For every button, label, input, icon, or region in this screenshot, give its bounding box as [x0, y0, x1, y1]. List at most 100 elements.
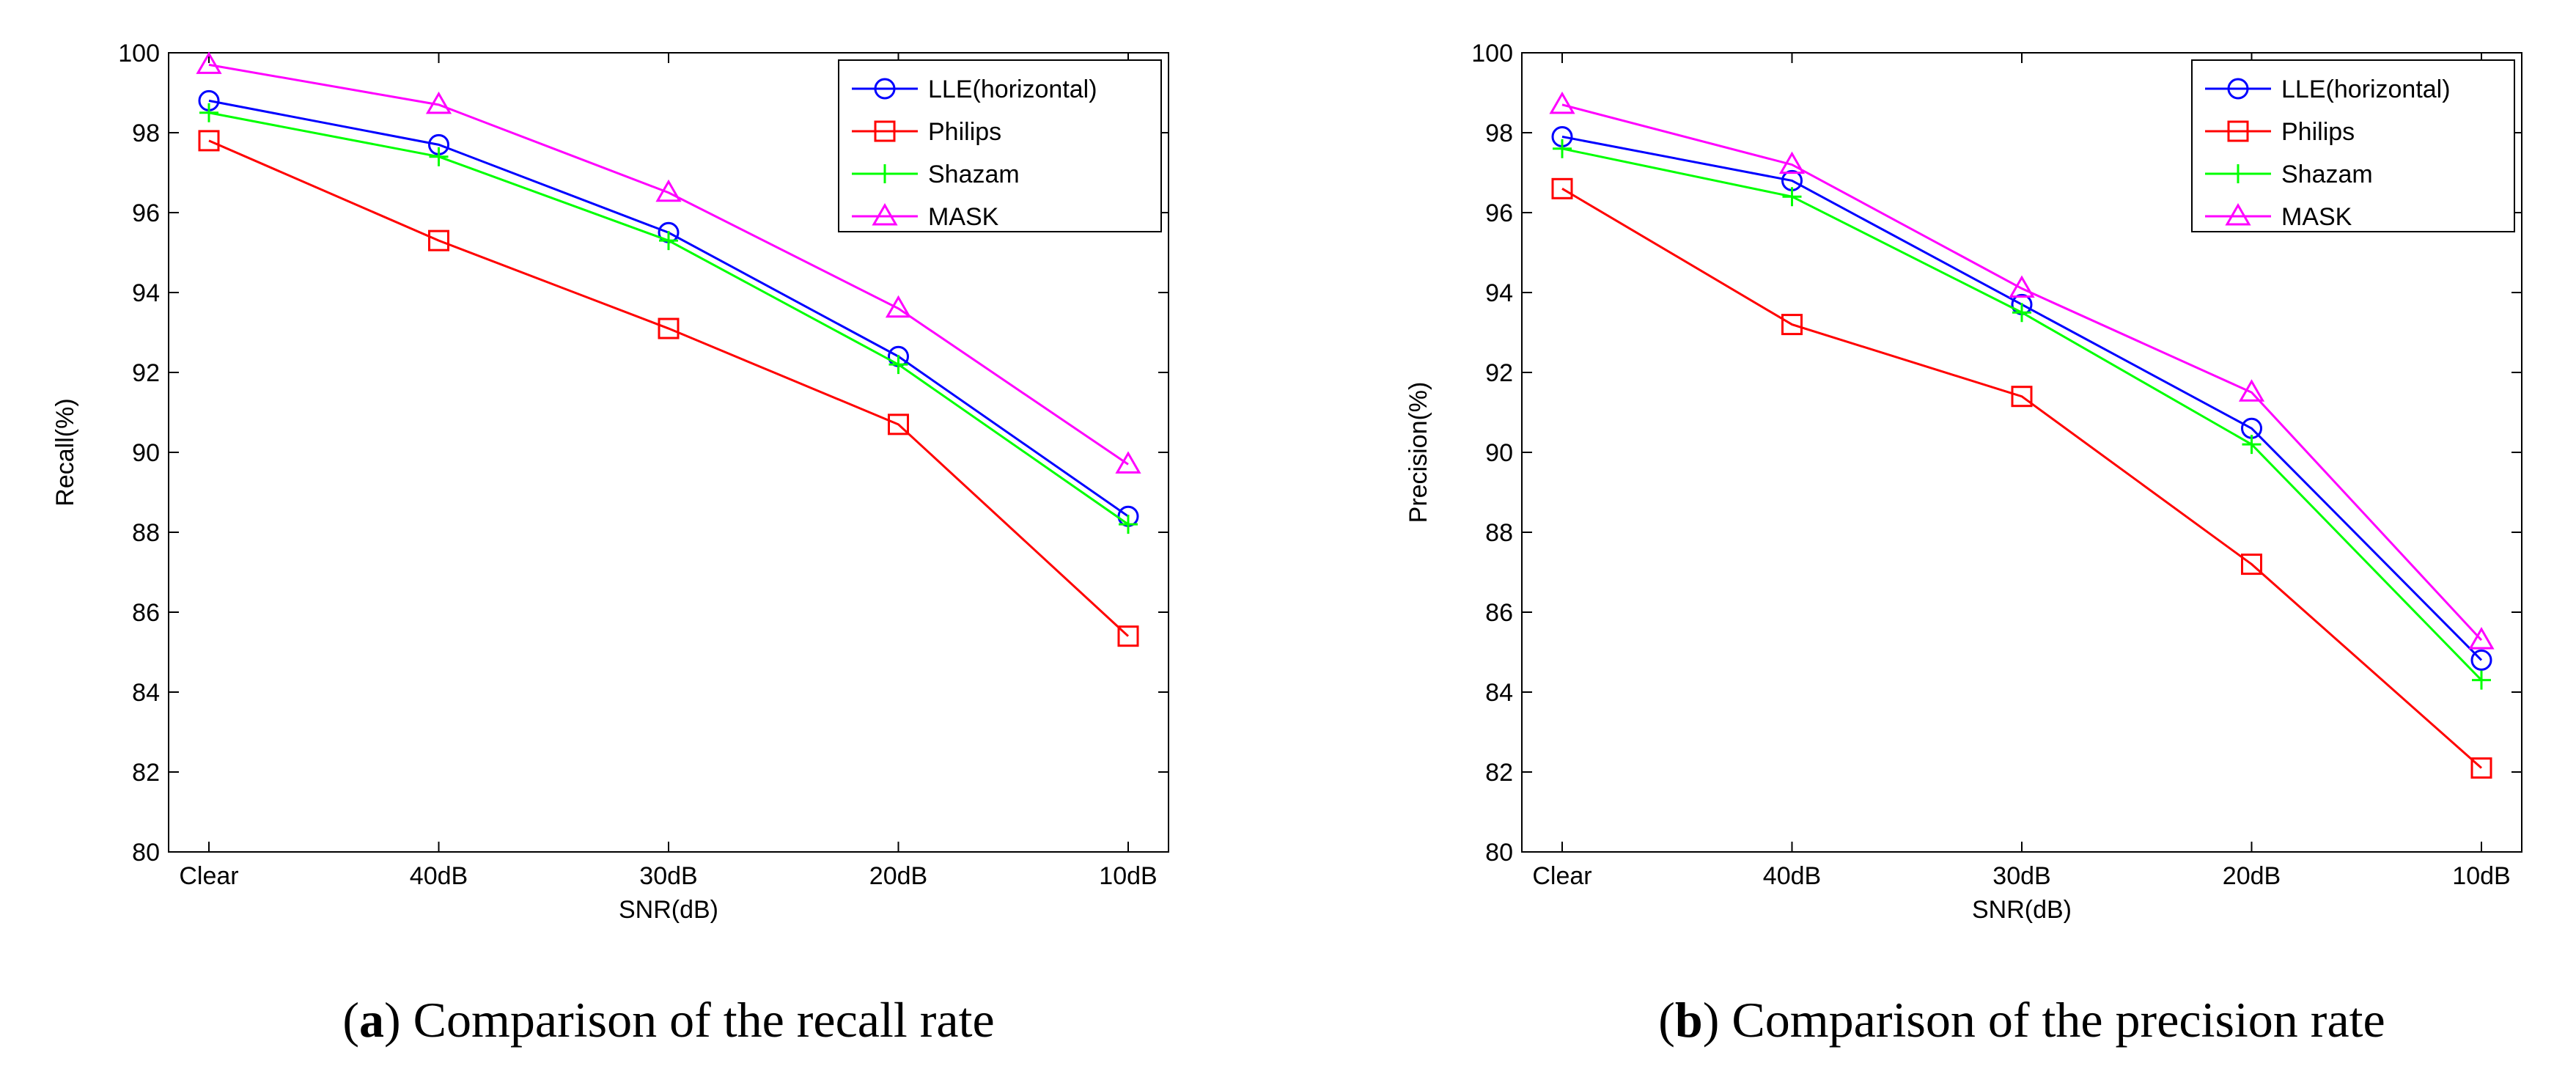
figure-caption: (b) Comparison of the precision rate — [1658, 992, 2385, 1048]
legend: LLE(horizontal) Philips Shazam MASK — [2191, 59, 2515, 232]
x-tick-label: 20dB — [2223, 862, 2281, 890]
x-tick-label: 10dB — [2452, 862, 2510, 890]
x-tick-label: 10dB — [1099, 862, 1157, 890]
data-point — [2241, 554, 2262, 576]
caption-paren-close: ) — [1703, 992, 1732, 1048]
data-point — [659, 231, 678, 251]
data-point — [425, 91, 452, 114]
series-line — [208, 63, 1129, 466]
legend-marker — [2225, 202, 2251, 226]
series-line — [1561, 188, 2482, 769]
y-tick-label: 100 — [118, 40, 160, 67]
x-tick-label: 30dB — [639, 862, 697, 890]
legend-marker — [874, 78, 896, 100]
data-point — [429, 147, 449, 166]
legend-label: Philips — [2281, 118, 2355, 146]
series-line — [1561, 103, 2483, 642]
caption-text: Comparison of the precision rate — [1732, 992, 2385, 1048]
data-point — [888, 413, 909, 435]
x-axis-label: SNR(dB) — [619, 896, 718, 924]
data-point — [2238, 379, 2265, 402]
data-point — [1119, 515, 1138, 534]
data-point — [1778, 151, 1806, 174]
data-point — [2470, 757, 2492, 779]
series-line — [208, 139, 1130, 637]
legend-label: LLE(horizontal) — [928, 76, 1097, 103]
y-tick-label: 90 — [1485, 439, 1513, 467]
data-point — [1115, 451, 1141, 474]
data-point — [2011, 386, 2033, 408]
y-tick-label: 92 — [132, 359, 160, 387]
data-point — [2012, 303, 2031, 323]
x-tick-label: 20dB — [869, 862, 927, 890]
y-tick-label: 88 — [132, 519, 160, 547]
data-point — [1781, 314, 1803, 336]
y-tick-label: 80 — [1485, 839, 1513, 867]
data-point — [198, 130, 220, 152]
y-tick-label: 98 — [132, 120, 160, 147]
y-tick-label: 98 — [1485, 120, 1513, 147]
y-tick-label: 80 — [132, 839, 160, 867]
chart-a: 80 82 84 86 88 90 92 94 96 98 100 Clear 40dB 30dB 20dB… — [51, 40, 1169, 1048]
chart-b: 80 82 84 86 88 90 92 94 96 98 100 Clear 40dB 30dB 20dB… — [1405, 40, 2522, 1048]
y-axis-label: Precision(%) — [1405, 382, 1432, 523]
caption-text: Comparison of the recall rate — [413, 992, 995, 1048]
y-tick-label: 100 — [1471, 40, 1513, 67]
data-point — [1782, 187, 1802, 207]
data-point — [658, 317, 680, 339]
series-philips — [198, 130, 1139, 647]
data-point — [2468, 627, 2495, 650]
data-point — [1117, 625, 1139, 647]
legend-label: Shazam — [2281, 161, 2373, 188]
x-tick-label: 40dB — [410, 862, 468, 890]
series-shazam — [1553, 139, 2491, 690]
data-point — [199, 103, 218, 122]
legend-label: MASK — [2281, 203, 2352, 231]
caption-paren-open: ( — [1658, 992, 1675, 1048]
x-tick-label: 30dB — [1992, 862, 2050, 890]
x-axis-label: SNR(dB) — [1972, 896, 2072, 924]
series-philips — [1551, 177, 2492, 779]
caption-letter: b — [1675, 992, 1703, 1048]
data-point — [885, 295, 912, 318]
legend-marker — [874, 120, 896, 142]
legend-marker — [2227, 120, 2249, 142]
y-axis-label: Recall(%) — [51, 398, 79, 506]
data-point — [2242, 435, 2262, 455]
data-point — [428, 229, 449, 251]
caption-letter: a — [359, 992, 384, 1048]
legend-marker — [875, 164, 894, 183]
data-point — [888, 355, 908, 375]
data-point — [1549, 91, 1575, 114]
y-tick-label: 92 — [1485, 359, 1513, 387]
y-tick-label: 82 — [132, 759, 160, 787]
caption-paren-open: ( — [342, 992, 359, 1048]
x-tick-label: 40dB — [1763, 862, 1821, 890]
data-point — [2009, 275, 2035, 298]
legend-label: LLE(horizontal) — [2281, 76, 2451, 103]
y-tick-label: 94 — [1485, 279, 1513, 307]
legend-marker — [872, 202, 898, 226]
y-tick-label: 90 — [132, 439, 160, 467]
y-tick-label: 86 — [1485, 599, 1513, 627]
y-tick-label: 94 — [132, 279, 160, 307]
y-tick-label: 82 — [1485, 759, 1513, 787]
y-tick-label: 84 — [132, 679, 160, 707]
x-tick-label: Clear — [1532, 862, 1591, 890]
series-mask — [196, 51, 1141, 474]
y-tick-label: 88 — [1485, 519, 1513, 547]
x-tick-label: Clear — [179, 862, 238, 890]
series-mask — [1549, 91, 2495, 650]
legend: LLE(horizontal) Philips Shazam MASK — [838, 59, 1162, 232]
data-point — [2470, 649, 2492, 671]
y-tick-label: 96 — [1485, 199, 1513, 227]
legend-label: Shazam — [928, 161, 1020, 188]
data-point — [196, 51, 222, 74]
data-point — [655, 179, 682, 202]
y-tick-label: 84 — [1485, 679, 1513, 707]
data-point — [1551, 177, 1573, 199]
y-tick-label: 96 — [132, 199, 160, 227]
legend-label: MASK — [928, 203, 999, 231]
series-shazam — [199, 103, 1138, 534]
